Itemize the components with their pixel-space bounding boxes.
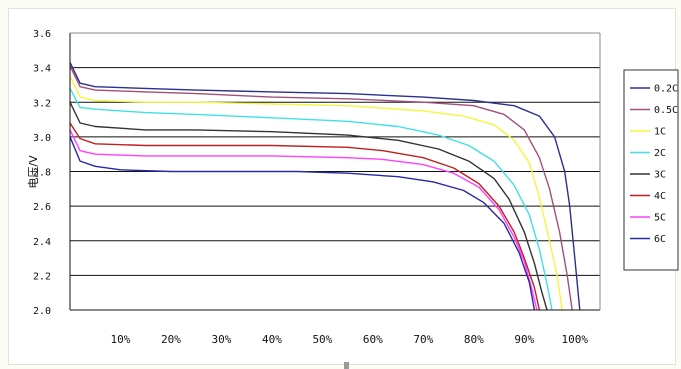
y-tick-label: 2.0 — [33, 306, 51, 317]
x-tick-label: 20% — [161, 333, 181, 346]
y-tick-label: 2.2 — [33, 271, 51, 282]
legend-label-1C: 1C — [654, 127, 666, 138]
x-tick-label: 10% — [111, 333, 131, 346]
footer-marker — [344, 362, 349, 369]
y-tick-label: 3.4 — [33, 64, 51, 75]
y-tick-label: 2.4 — [33, 237, 51, 248]
legend-label-4C: 4C — [654, 191, 666, 202]
legend-label-6C: 6C — [654, 234, 666, 245]
legend: 0.2C 0.5C 1C 2C 3C 4C 5C 6C — [623, 69, 679, 271]
x-tick-label: 90% — [514, 333, 534, 346]
x-tick-label: 60% — [363, 333, 383, 346]
series-line-1C — [69, 75, 563, 311]
series-line-6C — [69, 136, 536, 311]
x-tick-label: 40% — [262, 333, 282, 346]
y-tick-labels: 2.0 2.2 2.4 2.6 2.8 3.0 3.2 3.4 3.6 — [33, 29, 51, 317]
legend-label-3C: 3C — [654, 170, 666, 181]
y-tick-label: 3.2 — [33, 98, 51, 109]
series-line-0.2C — [69, 62, 581, 311]
series-line-5C — [69, 129, 538, 311]
x-tick-label: 50% — [312, 333, 332, 346]
legend-label-2C: 2C — [654, 148, 666, 159]
x-tick-label: 100% — [562, 333, 589, 346]
y-tick-label: 3.6 — [33, 29, 51, 40]
legend-box — [623, 69, 679, 271]
series-line-0.5C — [69, 65, 573, 311]
y-tick-label: 2.8 — [33, 168, 51, 179]
axes — [69, 32, 601, 369]
legend-label-0.2C: 0.2C — [654, 84, 678, 95]
x-tick-labels: 10% 20% 30% 40% 50% 60% 70% 80% 90% 100% — [111, 333, 589, 346]
series-line-3C — [69, 101, 548, 311]
x-tick-label: 80% — [464, 333, 484, 346]
y-tick-label: 3.0 — [33, 133, 51, 144]
series-line-4C — [69, 122, 541, 311]
series-lines — [69, 62, 581, 311]
y-axis-label: 电压/V — [27, 155, 40, 189]
legend-label-5C: 5C — [654, 213, 666, 224]
legend-label-0.5C: 0.5C — [654, 105, 678, 116]
series-line-2C — [69, 88, 553, 311]
x-tick-label: 70% — [413, 333, 433, 346]
gridlines — [70, 32, 600, 310]
x-tick-label: 30% — [211, 333, 231, 346]
y-tick-label: 2.6 — [33, 202, 51, 213]
